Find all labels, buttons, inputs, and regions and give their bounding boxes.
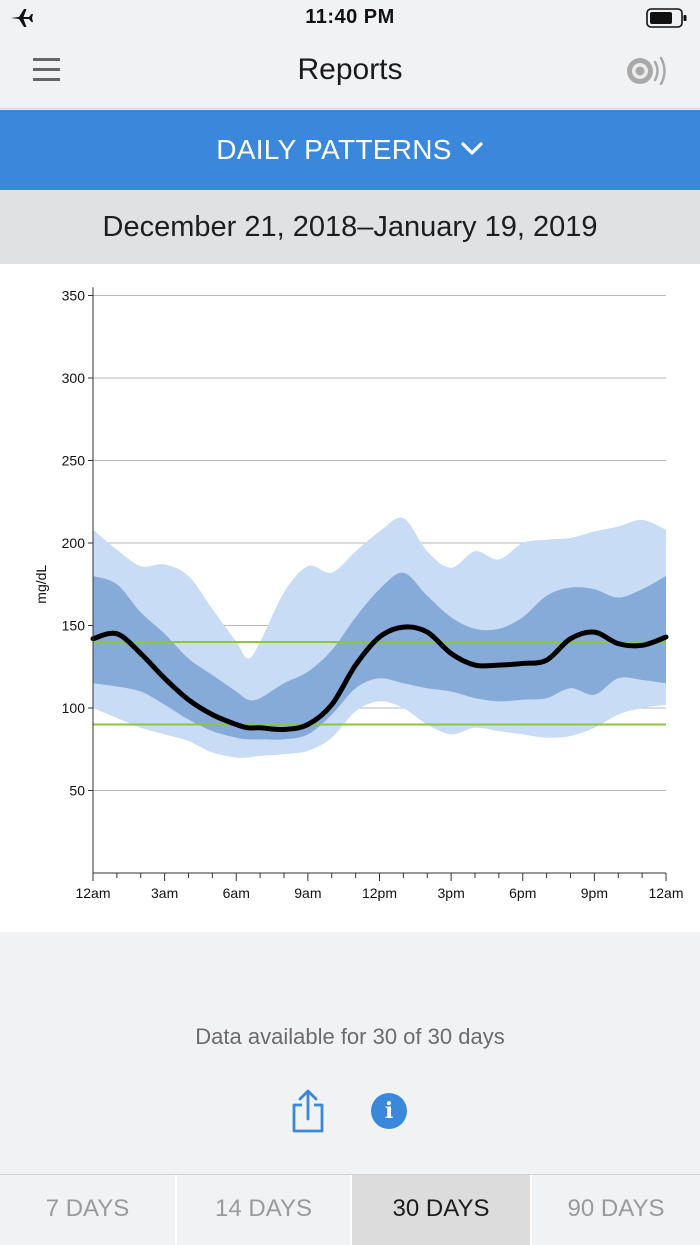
tab-7-days[interactable]: 7 DAYS [45, 1195, 130, 1222]
y-tick-label-100: 100 [62, 700, 86, 716]
x-tick-label-3: 3am [151, 885, 178, 901]
y-axis-title: mg/dL [33, 565, 49, 604]
y-tick-label-200: 200 [62, 535, 86, 551]
daily-patterns-chart: 50 100 150 200 250 300 350 12am 3am 6am 9am 12pm 3pm… [0, 264, 700, 932]
y-tick-label-250: 250 [62, 453, 86, 469]
info-icon[interactable]: i [371, 1093, 407, 1129]
y-tick-label-150: 150 [62, 618, 86, 634]
x-tick-label-6: 6am [223, 885, 250, 901]
airplane-mode-icon [11, 9, 33, 27]
chevron-down-icon [461, 142, 483, 155]
median-line [90, 624, 669, 733]
y-tick-label-50: 50 [69, 783, 85, 799]
x-tick-label-12: 12pm [362, 885, 397, 901]
chart-svg: 50 100 150 200 250 300 350 12am 3am 6am 9am 12pm 3pm… [33, 287, 684, 901]
status-time: 11:40 PM [305, 6, 395, 28]
tab-90-days[interactable]: 90 DAYS [530, 1175, 700, 1245]
tab-30-days[interactable]: 30 DAYS [350, 1175, 530, 1245]
x-tick-label-9: 9am [294, 885, 321, 901]
menu-button[interactable] [33, 58, 61, 82]
x-tick-label-18: 6pm [509, 885, 536, 901]
x-tick-label-0: 12am [75, 885, 110, 901]
report-type-selector[interactable]: DAILY PATTERNS [0, 110, 700, 190]
sensor-scan-icon[interactable] [624, 54, 670, 88]
x-tick-label-21: 9pm [581, 885, 608, 901]
period-tabs: 7 DAYS 14 DAYS 30 DAYS 90 DAYS [0, 1174, 700, 1245]
date-range: December 21, 2018–January 19, 2019 [0, 190, 700, 264]
data-availability-text: Data available for 30 of 30 days [195, 1024, 505, 1049]
y-tick-label-350: 350 [62, 288, 86, 304]
page-title: Reports [297, 53, 403, 86]
nav-bar: Reports [0, 36, 700, 109]
share-icon[interactable] [289, 1088, 327, 1136]
x-tick-label-24: 12am [648, 885, 683, 901]
battery-icon [646, 8, 687, 28]
report-type-label: DAILY PATTERNS [216, 134, 452, 165]
tab-14-days[interactable]: 14 DAYS [175, 1175, 350, 1245]
x-tick-label-15: 3pm [438, 885, 465, 901]
y-tick-label-300: 300 [62, 370, 86, 386]
band-25-75 [93, 572, 666, 740]
status-bar: 11:40 PM [0, 0, 700, 36]
